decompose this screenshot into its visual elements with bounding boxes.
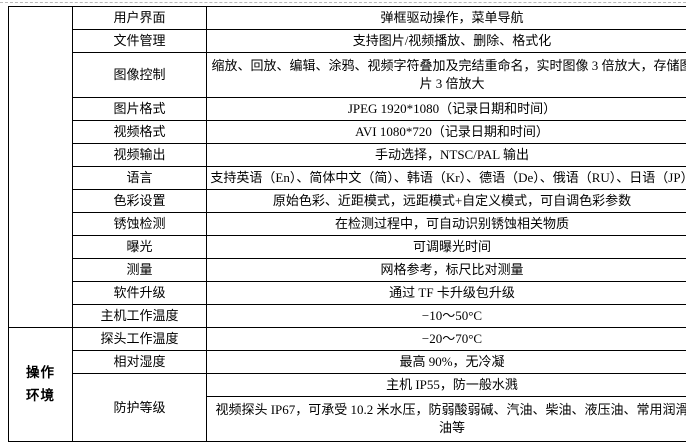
param-value-color-setting: 原始色彩、近距模式，远距模式+自定义模式，可自调色彩参数 xyxy=(207,190,686,213)
table-row: 图像控制 缩放、回放、编辑、涂鸦、视频字符叠加及完结重命名，实时图像 3 倍放大… xyxy=(9,53,686,98)
param-name-video-format: 视频格式 xyxy=(73,121,207,144)
param-value-probe-temp: −20～70°C xyxy=(207,328,686,351)
param-name-color-setting: 色彩设置 xyxy=(73,190,207,213)
param-name-protection-grade: 防护等级 xyxy=(73,374,207,442)
param-value-measurement: 网格参考，标尺比对测量 xyxy=(207,259,686,282)
group-cell-empty xyxy=(9,7,73,328)
param-name-photo-format: 图片格式 xyxy=(73,98,207,121)
table-row: 文件管理 支持图片/视频播放、删除、格式化 xyxy=(9,30,686,53)
table-row: 锈蚀检测 在检测过程中，可自动识别锈蚀相关物质 xyxy=(9,213,686,236)
param-value-video-format: AVI 1080*720（记录日期和时间） xyxy=(207,121,686,144)
param-value-protection-grade-line-1: 主机 IP55，防一般水溅 xyxy=(207,374,686,397)
table-row: 视频格式 AVI 1080*720（记录日期和时间） xyxy=(9,121,686,144)
param-name-measurement: 测量 xyxy=(73,259,207,282)
table-row: 图片格式 JPEG 1920*1080（记录日期和时间） xyxy=(9,98,686,121)
param-value-photo-format: JPEG 1920*1080（记录日期和时间） xyxy=(207,98,686,121)
param-value-video-output: 手动选择，NTSC/PAL 输出 xyxy=(207,144,686,167)
param-name-exposure: 曝光 xyxy=(73,236,207,259)
param-name-image-control: 图像控制 xyxy=(73,53,207,98)
param-value-language: 支持英语（En）、简体中文（简）、韩语（Kr）、德语（De）、俄语（RU）、日语… xyxy=(207,167,686,190)
param-value-image-control: 缩放、回放、编辑、涂鸦、视频字符叠加及完结重命名，实时图像 3 倍放大，存储图片… xyxy=(207,53,686,98)
param-name-humidity: 相对湿度 xyxy=(73,351,207,374)
table-row: 视频输出 手动选择，NTSC/PAL 输出 xyxy=(9,144,686,167)
param-name-video-output: 视频输出 xyxy=(73,144,207,167)
group-label-line-1: 操作 xyxy=(12,362,69,385)
table-body: 用户界面 弹框驱动操作，菜单导航 文件管理 支持图片/视频播放、删除、格式化 图… xyxy=(9,7,686,442)
group-label-operating-environment: 操作 环境 xyxy=(9,328,73,442)
table-row: 软件升级 通过 TF 卡升级包升级 xyxy=(9,282,686,305)
group-label-line-2: 环境 xyxy=(12,385,69,408)
param-value-protection-grade-line-2: 视频探头 IP67，可承受 10.2 米水压，防弱酸弱碱、汽油、柴油、液压油、常… xyxy=(207,397,686,442)
param-name-software-upgrade: 软件升级 xyxy=(73,282,207,305)
param-name-probe-temp: 探头工作温度 xyxy=(73,328,207,351)
param-value-rust-detection: 在检测过程中，可自动识别锈蚀相关物质 xyxy=(207,213,686,236)
param-value-humidity: 最高 90%，无冷凝 xyxy=(207,351,686,374)
param-name-host-temp: 主机工作温度 xyxy=(73,305,207,328)
document-page: 用户界面 弹框驱动操作，菜单导航 文件管理 支持图片/视频播放、删除、格式化 图… xyxy=(0,0,686,414)
page-break-divider xyxy=(0,2,686,3)
table-row: 测量 网格参考，标尺比对测量 xyxy=(9,259,686,282)
table-row: 色彩设置 原始色彩、近距模式，远距模式+自定义模式，可自调色彩参数 xyxy=(9,190,686,213)
param-value-exposure: 可调曝光时间 xyxy=(207,236,686,259)
param-name-user-interface: 用户界面 xyxy=(73,7,207,30)
param-name-file-management: 文件管理 xyxy=(73,30,207,53)
param-value-user-interface: 弹框驱动操作，菜单导航 xyxy=(207,7,686,30)
table-row: 主机工作温度 −10～50°C xyxy=(9,305,686,328)
table-row: 语言 支持英语（En）、简体中文（简）、韩语（Kr）、德语（De）、俄语（RU）… xyxy=(9,167,686,190)
table-row: 曝光 可调曝光时间 xyxy=(9,236,686,259)
table-row: 用户界面 弹框驱动操作，菜单导航 xyxy=(9,7,686,30)
param-value-host-temp: −10～50°C xyxy=(207,305,686,328)
param-value-software-upgrade: 通过 TF 卡升级包升级 xyxy=(207,282,686,305)
table-row: 操作 环境 探头工作温度 −20～70°C xyxy=(9,328,686,351)
table-row: 防护等级 主机 IP55，防一般水溅 xyxy=(9,374,686,397)
param-value-file-management: 支持图片/视频播放、删除、格式化 xyxy=(207,30,686,53)
specification-table: 用户界面 弹框驱动操作，菜单导航 文件管理 支持图片/视频播放、删除、格式化 图… xyxy=(8,6,686,442)
param-name-language: 语言 xyxy=(73,167,207,190)
param-name-rust-detection: 锈蚀检测 xyxy=(73,213,207,236)
table-row: 相对湿度 最高 90%，无冷凝 xyxy=(9,351,686,374)
